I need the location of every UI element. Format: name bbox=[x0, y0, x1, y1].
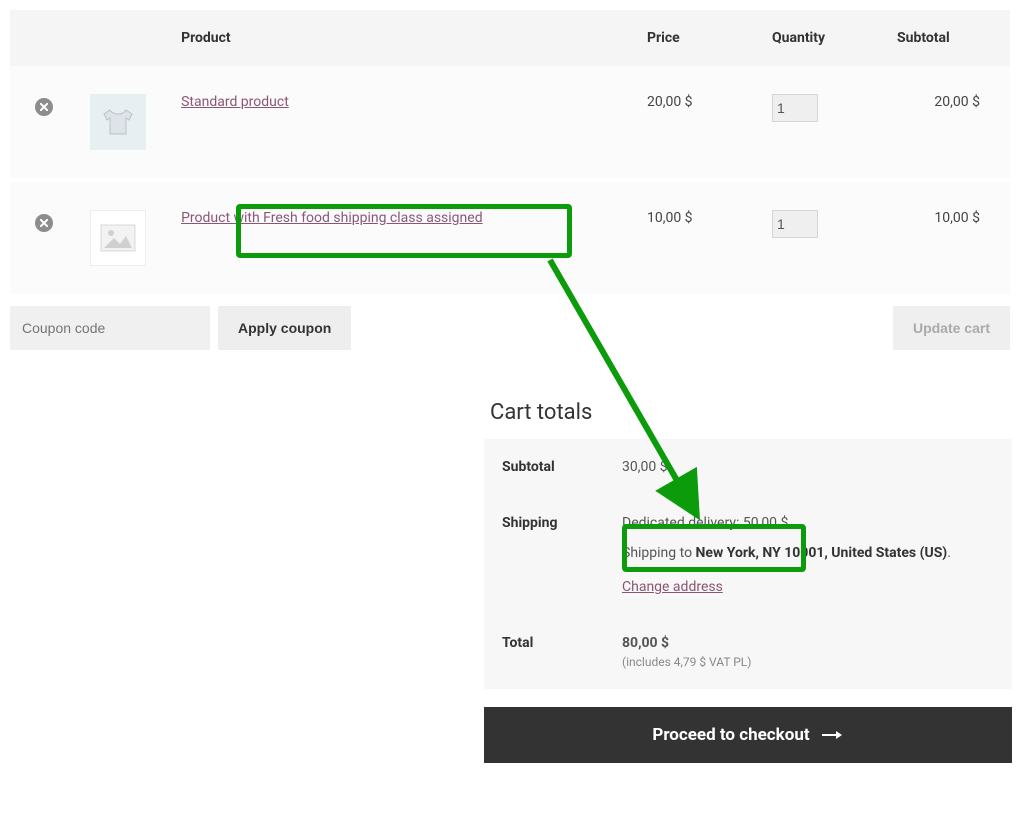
remove-item-button[interactable] bbox=[35, 98, 53, 116]
coupon-code-input[interactable] bbox=[10, 306, 210, 350]
shipping-to-prefix: Shipping to bbox=[622, 545, 696, 561]
header-product: Product bbox=[169, 10, 635, 66]
subtotal-label: Subtotal bbox=[484, 439, 604, 495]
table-row: Product with Fresh food shipping class a… bbox=[10, 180, 1010, 294]
shipping-method: Dedicated delivery: 50,00 $ bbox=[622, 515, 994, 531]
shipping-destination: Shipping to New York, NY 10001, United S… bbox=[622, 545, 994, 561]
apply-coupon-button[interactable]: Apply coupon bbox=[218, 306, 351, 350]
item-subtotal: 20,00 $ bbox=[885, 66, 1010, 180]
close-icon bbox=[40, 103, 48, 111]
header-subtotal: Subtotal bbox=[885, 10, 1010, 66]
placeholder-image-icon bbox=[100, 224, 136, 252]
tshirt-icon bbox=[98, 102, 138, 142]
cart-actions: Apply coupon Update cart bbox=[10, 306, 1010, 350]
product-thumbnail[interactable] bbox=[90, 94, 146, 150]
proceed-to-checkout-button[interactable]: Proceed to checkout bbox=[484, 707, 1012, 763]
arrow-right-icon bbox=[822, 730, 844, 740]
update-cart-button[interactable]: Update cart bbox=[893, 306, 1010, 350]
quantity-stepper[interactable] bbox=[772, 94, 818, 122]
product-link[interactable]: Product with Fresh food shipping class a… bbox=[181, 210, 483, 226]
shipping-label: Shipping bbox=[484, 495, 604, 615]
shipping-to-suffix: . bbox=[947, 545, 951, 561]
total-label: Total bbox=[484, 615, 604, 689]
change-address-link[interactable]: Change address bbox=[622, 579, 723, 595]
cart-totals: Cart totals Subtotal 30,00 $ Shipping De… bbox=[484, 400, 1012, 763]
shipping-address: New York, NY 10001, United States (US) bbox=[696, 545, 948, 561]
cart-totals-title: Cart totals bbox=[484, 400, 1012, 425]
subtotal-value: 30,00 $ bbox=[604, 439, 1012, 495]
close-icon bbox=[40, 219, 48, 227]
product-link[interactable]: Standard product bbox=[181, 94, 289, 110]
total-value: 80,00 $ bbox=[622, 635, 669, 651]
table-row: Standard product 20,00 $ 20,00 $ bbox=[10, 66, 1010, 180]
header-price: Price bbox=[635, 10, 760, 66]
checkout-label: Proceed to checkout bbox=[652, 725, 809, 745]
item-price: 10,00 $ bbox=[635, 180, 760, 294]
product-thumbnail[interactable] bbox=[90, 210, 146, 266]
cart-table: Product Price Quantity Subtotal Standard bbox=[10, 10, 1010, 294]
remove-item-button[interactable] bbox=[35, 214, 53, 232]
quantity-stepper[interactable] bbox=[772, 210, 818, 238]
tax-note: (includes 4,79 $ VAT PL) bbox=[622, 655, 994, 669]
cart-header-row: Product Price Quantity Subtotal bbox=[10, 10, 1010, 66]
item-price: 20,00 $ bbox=[635, 66, 760, 180]
totals-table: Subtotal 30,00 $ Shipping Dedicated deli… bbox=[484, 439, 1012, 689]
item-subtotal: 10,00 $ bbox=[885, 180, 1010, 294]
header-quantity: Quantity bbox=[760, 10, 885, 66]
